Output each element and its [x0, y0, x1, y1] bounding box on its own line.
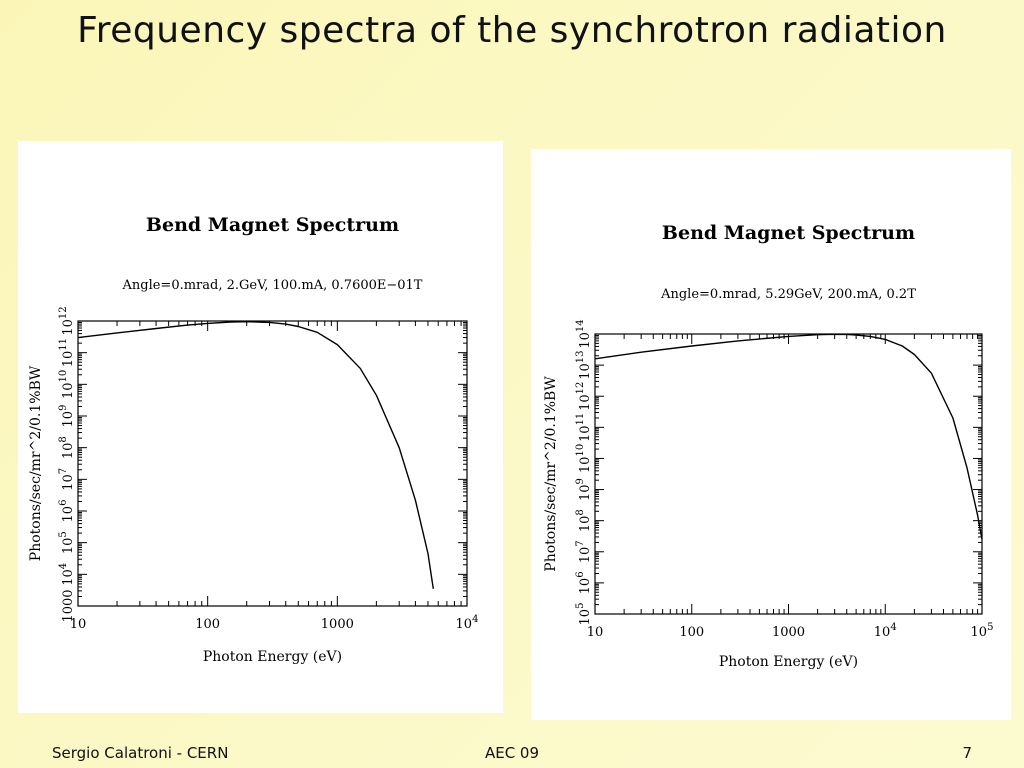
spectrum-line — [77, 321, 434, 589]
x-tick-label: 104 — [456, 614, 479, 632]
y-tick-label: 1011 — [575, 413, 593, 442]
y-tick-label: 104 — [58, 563, 76, 586]
y-tick-label: 109 — [575, 478, 593, 501]
x-tick-label: 1000 — [321, 617, 354, 632]
x-tick-label: 100 — [679, 625, 704, 640]
chart-title: Bend Magnet Spectrum — [662, 222, 915, 244]
x-axis-label: Photon Energy (eV) — [203, 649, 342, 665]
x-tick-label: 104 — [874, 622, 897, 640]
y-tick-label: 106 — [575, 571, 593, 594]
y-tick-label: 108 — [58, 436, 76, 459]
y-tick-label: 106 — [58, 500, 76, 523]
chart-right: Bend Magnet Spectrum Angle=0.mrad, 5.29Ge… — [543, 222, 994, 670]
footer-author: Sergio Calatroni - CERN — [52, 744, 229, 762]
y-tick-label: 1012 — [58, 306, 76, 335]
y-tick-label: 107 — [575, 540, 593, 563]
plot-frame — [594, 333, 983, 615]
x-tick-label: 1000 — [772, 625, 805, 640]
y-tick-label: 1014 — [575, 319, 593, 348]
x-tick-label: 10 — [587, 625, 604, 640]
x-axis-label: Photon Energy (eV) — [719, 654, 858, 670]
chart-panel-right: Bend Magnet Spectrum Angle=0.mrad, 5.29Ge… — [531, 149, 1011, 720]
y-tick-label: 1000 — [61, 589, 76, 622]
y-tick-label: 107 — [58, 468, 76, 491]
y-tick-label: 109 — [58, 405, 76, 428]
y-axis-label: Photons/sec/mr^2/0.1%BW — [543, 376, 559, 572]
y-axis-label: Photons/sec/mr^2/0.1%BW — [28, 365, 44, 561]
y-tick-label: 108 — [575, 509, 593, 532]
y-tick-label: 1011 — [58, 338, 76, 367]
footer-event: AEC 09 — [484, 744, 540, 762]
y-tick-label: 1012 — [575, 382, 593, 411]
x-tick-label: 105 — [971, 622, 994, 640]
y-tick-label: 1010 — [575, 444, 593, 473]
chart-title: Bend Magnet Spectrum — [146, 214, 399, 236]
y-tick-label: 105 — [58, 531, 76, 554]
chart-subtitle: Angle=0.mrad, 5.29GeV, 200.mA, 0.2T — [660, 287, 916, 302]
x-tick-label: 10 — [70, 617, 87, 632]
y-tick-label: 1010 — [58, 370, 76, 399]
y-tick-label: 1013 — [575, 350, 593, 379]
y-tick-label: 105 — [575, 603, 593, 626]
chart-panel-left: Bend Magnet Spectrum Angle=0.mrad, 2.GeV,… — [18, 141, 503, 713]
spectrum-line — [594, 333, 983, 540]
x-tick-label: 100 — [195, 617, 220, 632]
chart-left: Bend Magnet Spectrum Angle=0.mrad, 2.GeV,… — [28, 214, 479, 665]
chart-subtitle: Angle=0.mrad, 2.GeV, 100.mA, 0.7600E−01T — [122, 278, 423, 293]
plot-frame — [77, 320, 468, 607]
page-number: 7 — [962, 744, 972, 762]
slide-title: Frequency spectra of the synchrotron rad… — [77, 10, 947, 51]
